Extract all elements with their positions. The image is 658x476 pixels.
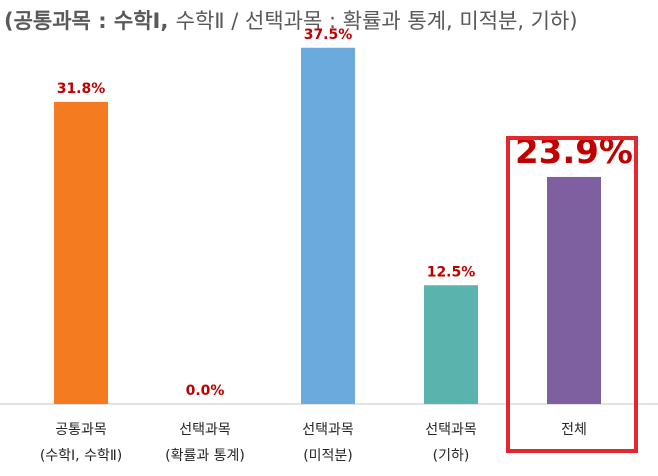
bar-3: [424, 285, 478, 404]
category-label-3-line-1: (기하): [433, 448, 470, 464]
chart-title-bold: (공통과목 : 수학Ⅰ,: [4, 9, 176, 33]
data-label-0: 31.8%: [57, 81, 106, 97]
chart-title: (공통과목 : 수학Ⅰ, 수학Ⅱ / 선택과목 : 확률과 통계, 미적분, 기…: [4, 4, 658, 38]
category-label-2: 선택과목 (미적분): [302, 422, 354, 464]
category-label-1: 선택과목 (확률과 통계): [165, 422, 245, 464]
category-label-1-line-0: 선택과목: [179, 422, 231, 438]
data-label-1: 0.0%: [186, 383, 225, 399]
bar-0: [54, 101, 108, 405]
highlight-box: [506, 136, 638, 453]
category-label-1-line-1: (확률과 통계): [165, 448, 245, 464]
data-label-3: 12.5%: [427, 264, 476, 280]
data-label-2: 37.5%: [304, 27, 353, 43]
bar-2: [301, 47, 355, 404]
category-label-3: 선택과목 (기하): [425, 422, 477, 464]
category-label-3-line-0: 선택과목: [425, 422, 477, 438]
category-label-0-line-0: 공통과목: [55, 422, 107, 438]
bar-4: [547, 176, 601, 404]
category-label-2-line-0: 선택과목: [302, 422, 354, 438]
category-label-2-line-1: (미적분): [303, 448, 353, 464]
category-label-4: 전체: [561, 422, 587, 438]
category-label-0-line-1: (수학Ⅰ, 수학Ⅱ): [40, 448, 122, 464]
chart-title-normal: 수학Ⅱ / 선택과목 : 확률과 통계, 미적분, 기하): [175, 9, 578, 33]
category-label-0: 공통과목 (수학Ⅰ, 수학Ⅱ): [40, 422, 122, 464]
category-label-4-line-0: 전체: [561, 422, 587, 438]
